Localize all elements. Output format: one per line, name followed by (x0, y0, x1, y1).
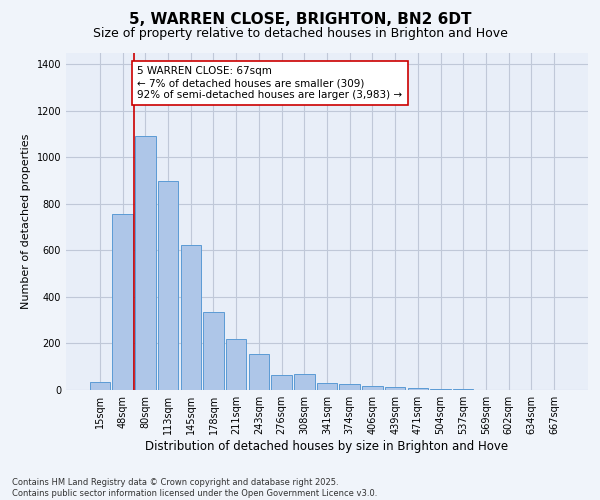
Y-axis label: Number of detached properties: Number of detached properties (21, 134, 31, 309)
Bar (226, 339, 247, 390)
Bar (158, 180, 178, 390)
Bar (135, 136, 155, 390)
Bar (112, 214, 133, 390)
Text: Contains HM Land Registry data © Crown copyright and database right 2025.
Contai: Contains HM Land Registry data © Crown c… (12, 478, 377, 498)
Text: Size of property relative to detached houses in Brighton and Hove: Size of property relative to detached ho… (92, 28, 508, 40)
Bar (317, 383, 337, 390)
Bar (181, 244, 201, 390)
Bar (203, 312, 224, 390)
Bar (362, 386, 383, 390)
Bar (340, 384, 360, 390)
Bar (385, 387, 406, 390)
Text: 5 WARREN CLOSE: 67sqm
← 7% of detached houses are smaller (309)
92% of semi-deta: 5 WARREN CLOSE: 67sqm ← 7% of detached h… (137, 66, 403, 100)
X-axis label: Distribution of detached houses by size in Brighton and Hove: Distribution of detached houses by size … (145, 440, 509, 453)
Bar (248, 354, 269, 390)
Bar (430, 389, 451, 390)
Bar (90, 382, 110, 390)
Bar (407, 388, 428, 390)
Bar (294, 374, 314, 390)
Bar (271, 375, 292, 390)
Text: 5, WARREN CLOSE, BRIGHTON, BN2 6DT: 5, WARREN CLOSE, BRIGHTON, BN2 6DT (129, 12, 471, 28)
